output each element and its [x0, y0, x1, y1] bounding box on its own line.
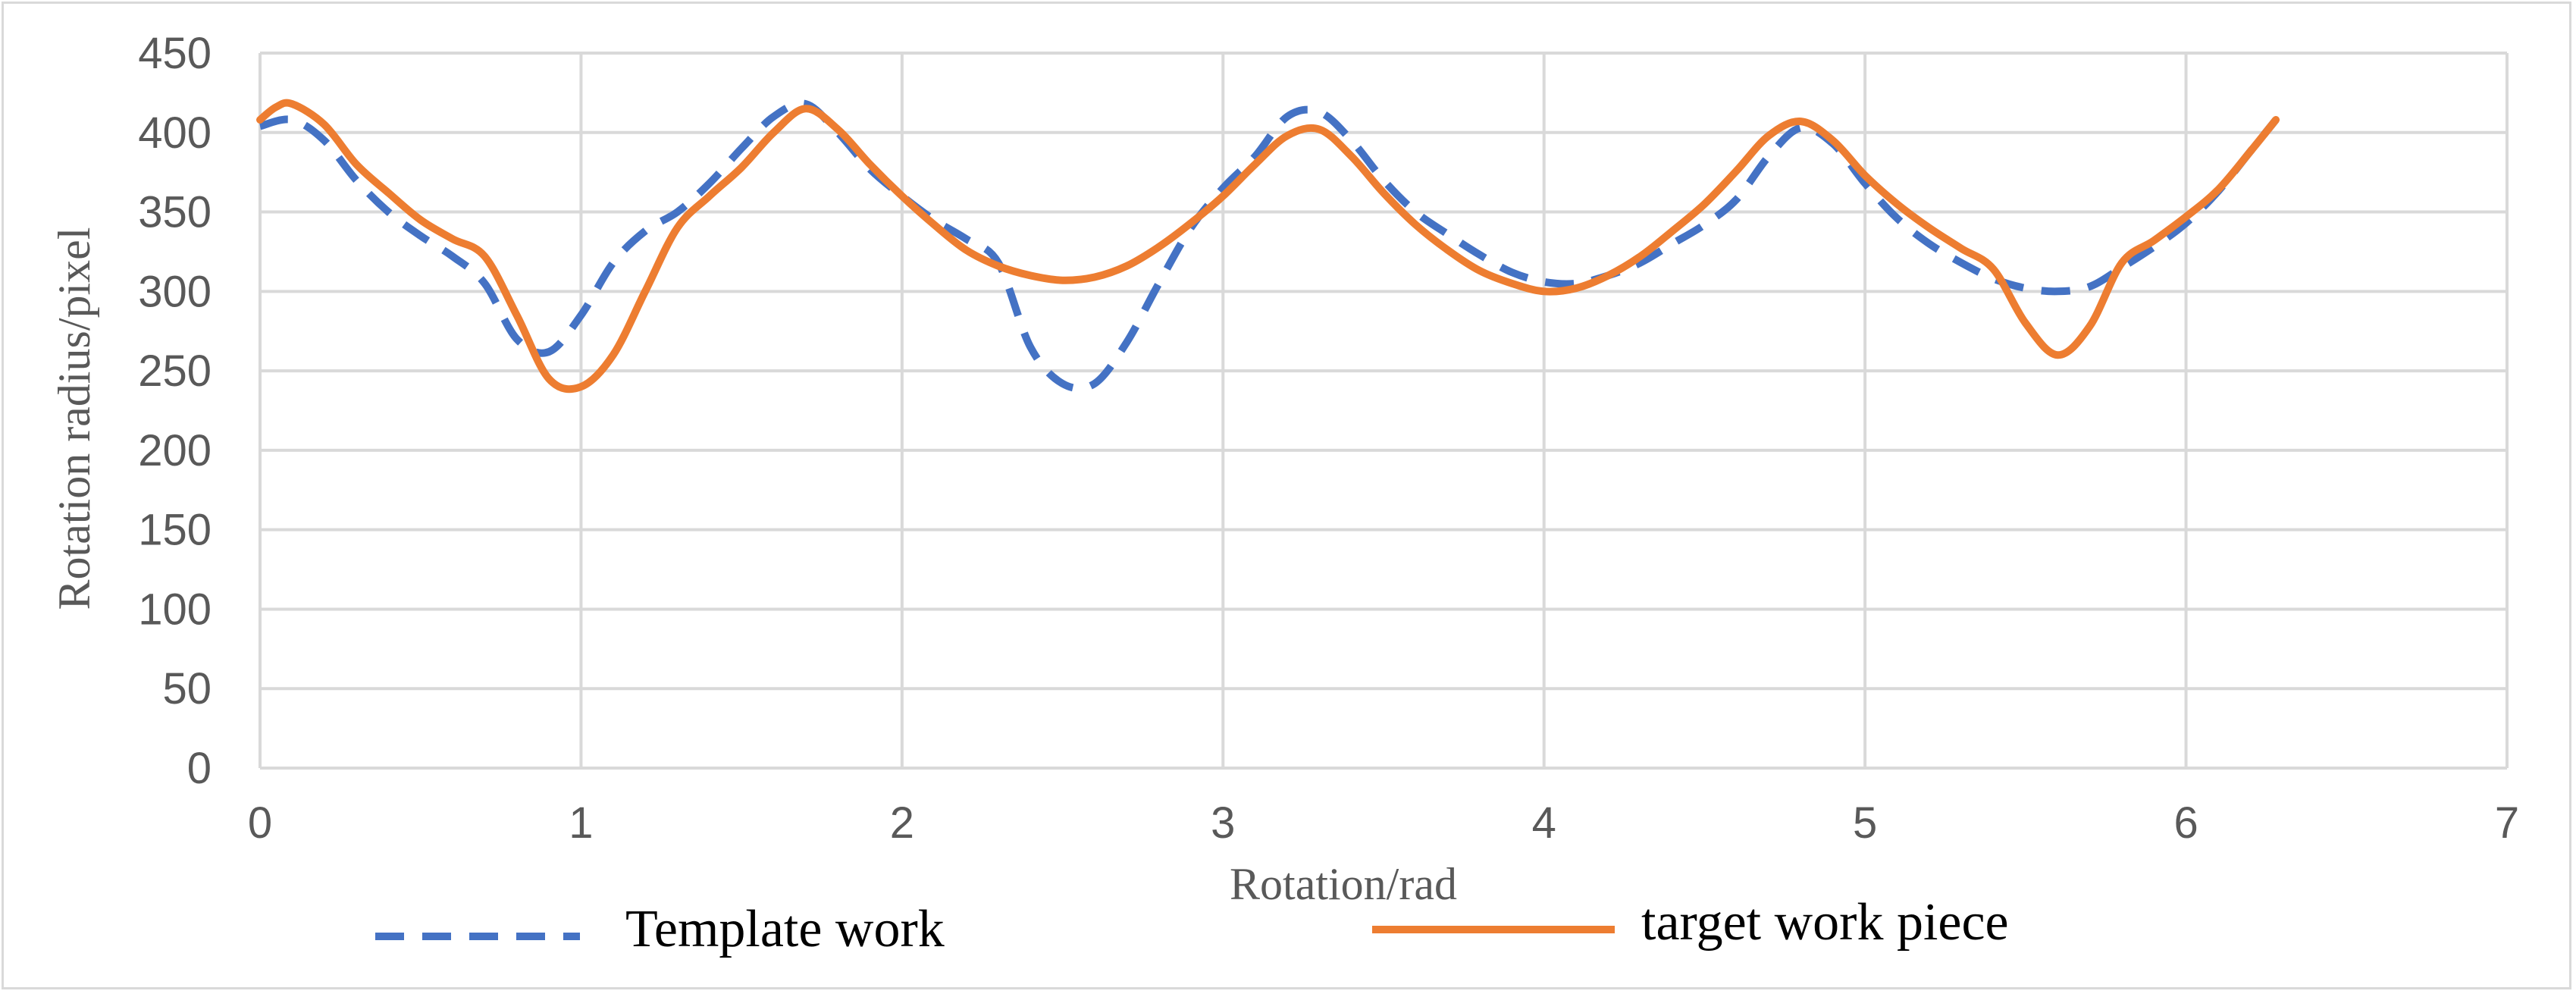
x-tick-label: 3 — [1211, 798, 1235, 848]
y-tick-label: 0 — [187, 744, 212, 793]
x-tick-label: 2 — [890, 798, 914, 848]
y-tick-label: 50 — [162, 664, 212, 713]
x-tick-label: 7 — [2495, 798, 2519, 848]
series-layer — [256, 99, 2280, 394]
legend-label-template-work: Template work — [625, 900, 945, 958]
y-tick-label: 100 — [138, 585, 212, 634]
x-tick-label: 4 — [1532, 798, 1556, 848]
y-tick-label: 200 — [138, 426, 212, 475]
x-tick-label: 6 — [2173, 798, 2198, 848]
y-tick-label: 400 — [138, 108, 212, 158]
x-tick-label: 5 — [1853, 798, 1877, 848]
series-line-target-work-piece — [256, 99, 2280, 394]
legend: Template work target work piece — [375, 893, 2009, 958]
legend-label-target-work-piece: target work piece — [1641, 893, 2009, 952]
y-tick-label: 150 — [138, 506, 212, 555]
y-tick-label: 450 — [138, 29, 212, 78]
y-tick-label: 350 — [138, 188, 212, 237]
y-tick-label: 300 — [138, 267, 212, 316]
y-tick-label: 250 — [138, 346, 212, 396]
gridlines — [259, 52, 2509, 770]
series-line-template-work — [259, 99, 2280, 393]
x-tick-label: 1 — [569, 798, 593, 848]
x-axis-ticks: 0 1 2 3 4 5 6 7 — [248, 798, 2519, 848]
y-axis-ticks: 0 50 100 150 200 250 300 350 400 450 — [138, 29, 212, 793]
x-axis-title: Rotation/rad — [1230, 859, 1457, 909]
x-tick-label: 0 — [248, 798, 272, 848]
y-axis-title: Rotation radius/pixel — [49, 227, 99, 610]
